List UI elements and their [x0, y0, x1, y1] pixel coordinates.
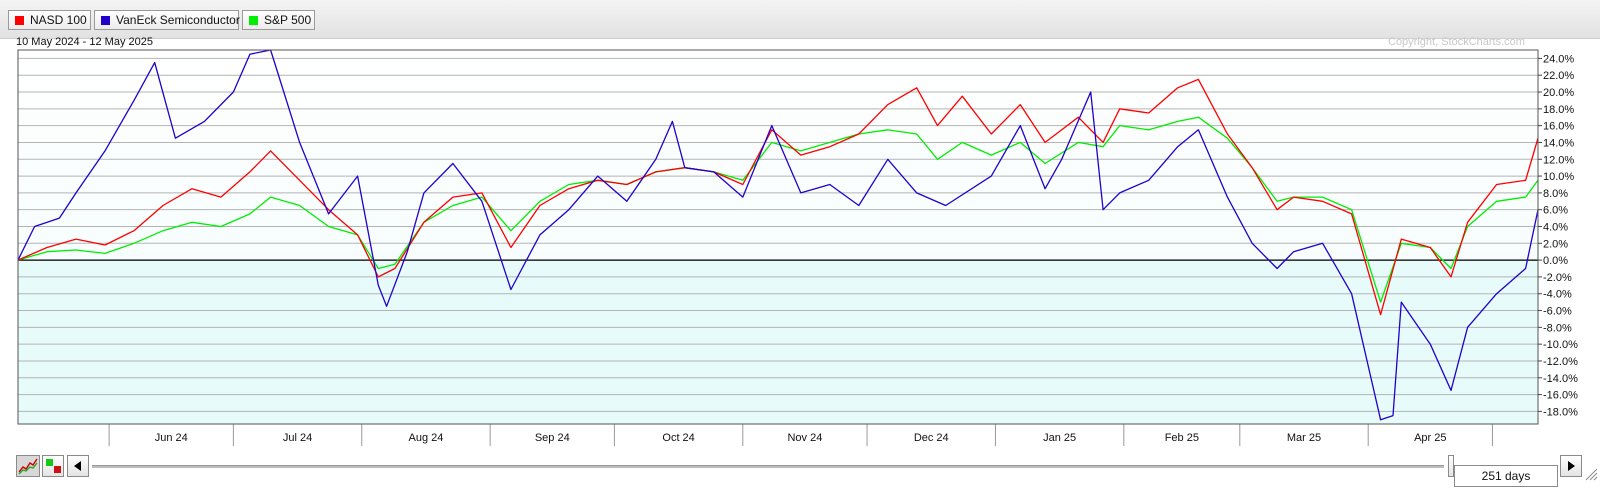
y-tick-label: 20.0% [1543, 87, 1574, 99]
y-tick-label: 12.0% [1543, 154, 1574, 166]
legend-label-nasd100: NASD 100 [30, 13, 87, 27]
x-tick-label: Feb 25 [1165, 432, 1199, 444]
y-tick-label: 10.0% [1543, 171, 1574, 183]
x-tick-label: Jun 24 [155, 432, 188, 444]
performance-chart: 24.0% 22.0% 20.0% 18.0% 16.0% 14.0% 12.0% 10.0%… [17, 49, 1578, 446]
y-tick-label: 6.0% [1543, 205, 1568, 217]
y-tick-label: -2.0% [1543, 272, 1572, 284]
legend-item-sp500[interactable]: S&P 500 [242, 10, 315, 30]
scroll-right-button[interactable] [1560, 455, 1582, 477]
y-tick-label: 4.0% [1543, 221, 1568, 233]
copyright-text: Copyright, StockCharts.com [1388, 36, 1525, 48]
series-line-s-p-500 [17, 116, 1539, 303]
y-tick-label: 14.0% [1543, 137, 1574, 149]
plot-background-positive [18, 50, 1538, 261]
y-tick-label: 22.0% [1543, 70, 1574, 82]
y-tick-label: -12.0% [1543, 356, 1578, 368]
y-tick-label: -18.0% [1543, 406, 1578, 418]
nasd100-swatch [15, 16, 24, 25]
scroll-left-button[interactable] [67, 455, 89, 477]
range-handle[interactable] [1448, 455, 1454, 477]
plot-border [17, 49, 1539, 425]
y-tick-label: 0.0% [1543, 255, 1568, 267]
period-days-field[interactable]: 251 days [1454, 465, 1558, 487]
series-line-nasd-100 [17, 78, 1539, 316]
x-tick-label: Mar 25 [1287, 432, 1321, 444]
y-tick-label: -8.0% [1543, 322, 1572, 334]
line-chart-icon [18, 458, 38, 475]
y-tick-label: -4.0% [1543, 289, 1572, 301]
y-tick-label: 18.0% [1543, 104, 1574, 116]
x-tick-label: Apr 25 [1414, 432, 1446, 444]
y-tick-label: 16.0% [1543, 121, 1574, 133]
plot-background-negative [18, 260, 1538, 424]
y-tick-label: -14.0% [1543, 373, 1578, 385]
grid-lines [18, 57, 1538, 412]
x-tick-label: Jul 24 [283, 432, 312, 444]
y-tick-label: -10.0% [1543, 339, 1578, 351]
x-grid-lines [108, 424, 1493, 446]
bar-chart-icon [46, 459, 61, 473]
legend-label-sp500: S&P 500 [264, 13, 312, 27]
x-axis: Jun 24 Jul 24 Aug 24 Sep 24 Oct 24 Nov 24 Dec … [155, 432, 1447, 444]
vaneck-swatch [101, 16, 110, 25]
date-range-label: 10 May 2024 - 12 May 2025 [16, 36, 153, 48]
legend-item-vaneck-semiconductor[interactable]: VanEck Semiconductor [94, 10, 240, 30]
legend-item-nasd100[interactable]: NASD 100 [8, 10, 91, 30]
x-tick-label: Nov 24 [787, 432, 822, 444]
series-line-vaneck-semiconductor [17, 49, 1539, 421]
y-tick-label: -6.0% [1543, 306, 1572, 318]
arrow-left-icon [74, 461, 81, 471]
chart-type-bar-button[interactable] [42, 455, 64, 477]
x-tick-label: Oct 24 [662, 432, 694, 444]
legend-bar: NASD 100 VanEck Semiconductor S&P 500 [0, 0, 1600, 39]
arrow-right-icon [1568, 461, 1575, 471]
y-tick-label: 24.0% [1543, 53, 1574, 65]
y-tick-label: -16.0% [1543, 390, 1578, 402]
x-tick-label: Sep 24 [535, 432, 570, 444]
chart-type-line-button[interactable] [16, 455, 40, 477]
sp500-swatch [249, 16, 258, 25]
y-tick-label: 8.0% [1543, 188, 1568, 200]
legend-label-vaneck: VanEck Semiconductor [116, 13, 240, 27]
scroll-track[interactable] [92, 465, 1444, 468]
x-tick-label: Aug 24 [409, 432, 444, 444]
y-axis: 24.0% 22.0% 20.0% 18.0% 16.0% 14.0% 12.0% 10.0%… [1538, 53, 1578, 418]
x-tick-label: Jan 25 [1043, 432, 1076, 444]
x-tick-label: Dec 24 [914, 432, 949, 444]
resize-grip-icon[interactable] [1584, 467, 1598, 481]
y-tick-label: 2.0% [1543, 238, 1568, 250]
series-lines [17, 49, 1539, 421]
bottom-toolbar [0, 455, 1600, 494]
